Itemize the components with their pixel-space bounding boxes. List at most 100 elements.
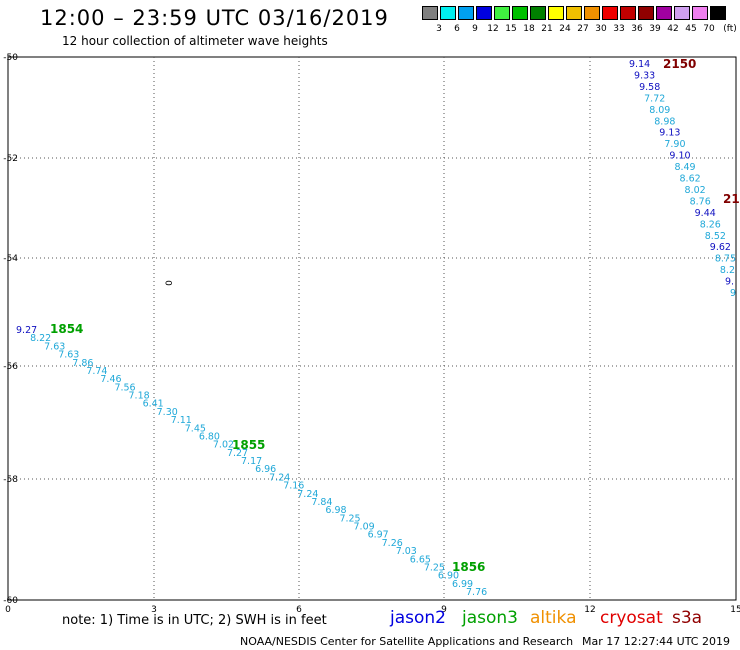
- wave-height-label: 9.14: [629, 59, 650, 70]
- satellite-legend-item: cryosat: [600, 608, 663, 628]
- wave-height-label: 9.10: [669, 151, 690, 162]
- scale-label: 30: [595, 24, 607, 34]
- page-subtitle: 12 hour collection of altimeter wave hei…: [62, 34, 328, 48]
- pass-time-label: 1855: [232, 438, 265, 452]
- footer-timestamp: Mar 17 12:27:44 UTC 2019: [582, 635, 730, 648]
- wave-height-label: 6.98: [325, 505, 346, 516]
- wave-height-label: 9.62: [710, 242, 731, 253]
- scale-label: 9: [472, 24, 478, 34]
- wave-height-label: 6.65: [410, 554, 431, 565]
- scale-label: 33: [613, 24, 625, 34]
- scale-swatch: [638, 6, 654, 20]
- x-tick-label: 9: [441, 605, 447, 615]
- scale-label: 45: [685, 24, 697, 34]
- wave-height-label: 6.41: [143, 399, 164, 410]
- wave-height-label: 7.03: [396, 546, 417, 557]
- x-tick-label: 6: [296, 605, 302, 615]
- wave-height-label: 8.98: [654, 116, 675, 127]
- wave-height-label: 6.80: [199, 431, 220, 442]
- scale-label: 15: [505, 24, 517, 34]
- y-tick-label: -52: [3, 154, 18, 164]
- wave-height-label: 7.17: [241, 456, 262, 467]
- scale-label: 42: [667, 24, 679, 34]
- page-title: 12:00 – 23:59 UTC 03/16/2019: [40, 6, 389, 30]
- scale-swatch: [422, 6, 438, 20]
- scale-swatch: [584, 6, 600, 20]
- scale-label: 70: [703, 24, 715, 34]
- wave-height-label: 7.46: [100, 374, 121, 385]
- wave-height-label: 8.22: [30, 333, 51, 344]
- wave-height-label: 7.45: [185, 423, 206, 434]
- wave-height-label: 6.97: [368, 530, 389, 541]
- pass-time-label: 2150: [663, 57, 696, 71]
- scale-swatch: [620, 6, 636, 20]
- scale-swatch: [656, 6, 672, 20]
- scale-label: 6: [454, 24, 460, 34]
- wave-height-label: 7.02: [213, 440, 234, 451]
- wave-height-label: 7.63: [58, 350, 79, 361]
- wave-height-label: 8.26: [700, 219, 721, 230]
- x-tick-label: 12: [584, 605, 595, 615]
- wave-height-label: 9.58: [639, 82, 660, 93]
- scale-swatch: [566, 6, 582, 20]
- wave-height-label: 9: [730, 288, 736, 299]
- y-tick-label: -56: [3, 362, 18, 372]
- scale-swatch: [458, 6, 474, 20]
- wave-height-label: 8.62: [680, 174, 701, 185]
- scale-label: 3: [436, 24, 442, 34]
- wave-height-label: 8.52: [705, 231, 726, 242]
- wave-height-label: 7.26: [382, 538, 403, 549]
- legend-note: note: 1) Time is in UTC; 2) SWH is in fe…: [62, 613, 327, 628]
- wave-height-label: 9.13: [659, 128, 680, 139]
- wave-height-label: 9.: [725, 277, 734, 288]
- satellite-legend-item: jason2: [390, 608, 446, 628]
- footer-credit: NOAA/NESDIS Center for Satellite Applica…: [240, 635, 574, 648]
- scale-swatch: [674, 6, 690, 20]
- wave-height-label: 6.90: [438, 571, 459, 582]
- scale-swatch: [512, 6, 528, 20]
- wave-height-label: 7.30: [157, 407, 178, 418]
- wave-height-label: 7.24: [269, 472, 290, 483]
- wave-height-label: 8.2: [720, 265, 735, 276]
- pass-time-label: 1854: [50, 322, 83, 336]
- wave-height-label: 7.18: [129, 391, 150, 402]
- wave-height-label: 7.86: [72, 358, 93, 369]
- satellite-legend-item: jason3: [462, 608, 518, 628]
- scale-unit-label: (ft): [723, 24, 737, 34]
- x-tick-label: 0: [5, 605, 11, 615]
- wave-height-label: 9.33: [634, 70, 655, 81]
- wave-height-label: 7.11: [171, 415, 192, 426]
- wave-height-label: 8.09: [649, 105, 670, 116]
- wave-height-label: 7.74: [86, 366, 107, 377]
- wave-height-label: 7.16: [283, 481, 304, 492]
- wave-height-label: 7.27: [227, 448, 248, 459]
- satellite-legend-item: altika: [530, 608, 577, 628]
- scale-swatch: [710, 6, 726, 20]
- pass-time-label: 1856: [452, 560, 485, 574]
- contour-label: 0: [165, 280, 175, 286]
- wave-height-label: 9.27: [16, 325, 37, 336]
- scale-label: 24: [559, 24, 571, 34]
- wave-height-label: 6.99: [452, 579, 473, 590]
- scale-label: 21: [541, 24, 553, 34]
- scale-swatch: [548, 6, 564, 20]
- plot-frame: [7, 56, 737, 601]
- wave-height-label: 9.44: [695, 208, 716, 219]
- scale-label: 27: [577, 24, 589, 34]
- scale-label: 39: [649, 24, 661, 34]
- scale-label: 36: [631, 24, 643, 34]
- scale-label: 18: [523, 24, 535, 34]
- scale-swatch: [494, 6, 510, 20]
- y-tick-label: -50: [3, 53, 18, 63]
- wave-height-label: 8.75: [715, 254, 736, 265]
- y-tick-label: -54: [3, 254, 18, 264]
- scale-swatch: [476, 6, 492, 20]
- wave-height-label: 7.09: [354, 522, 375, 533]
- wave-height-label: 8.02: [685, 185, 706, 196]
- scale-swatch: [602, 6, 618, 20]
- wave-height-label: 7.24: [297, 489, 318, 500]
- scale-swatch: [530, 6, 546, 20]
- scale-label: 12: [487, 24, 499, 34]
- wave-height-label: 7.25: [424, 562, 445, 573]
